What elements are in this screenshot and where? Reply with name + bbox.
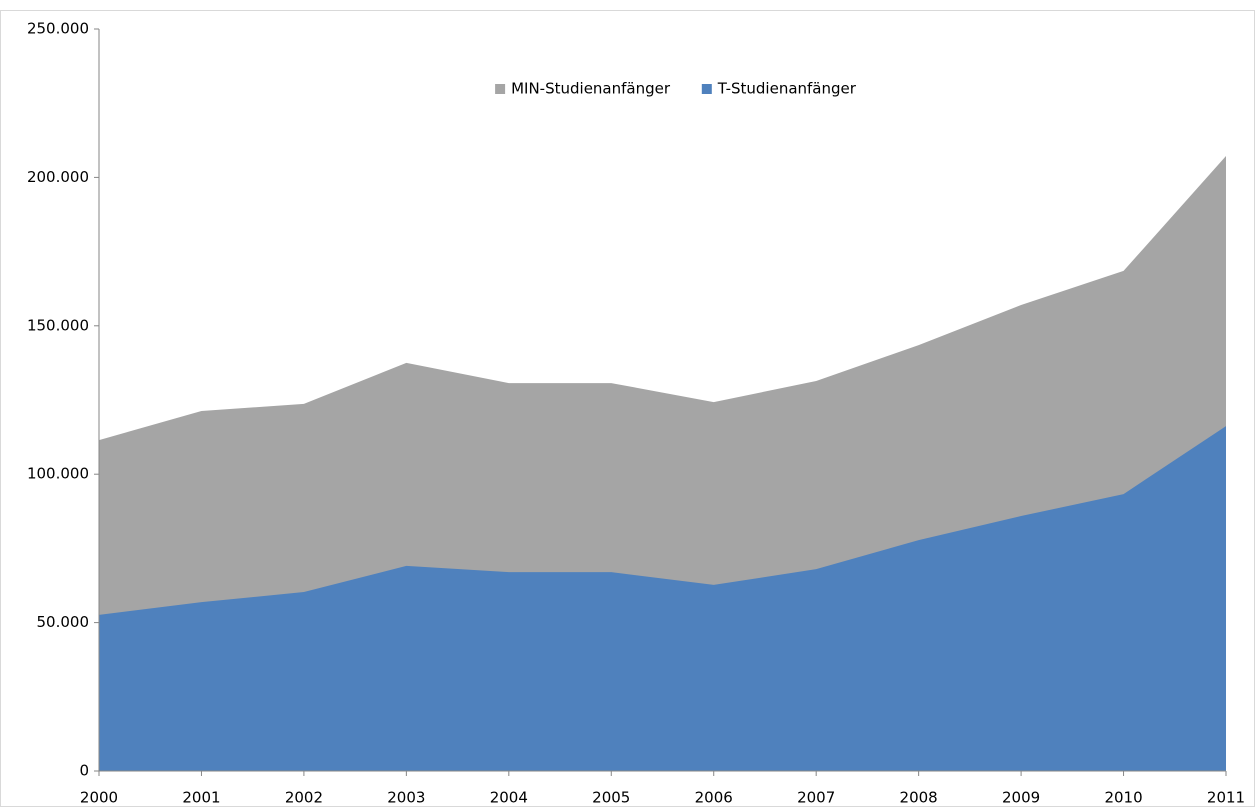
x-tick-label: 2002	[285, 789, 323, 807]
x-tick-label: 2003	[387, 789, 425, 807]
x-tick-label: 2001	[182, 789, 220, 807]
x-tick-label: 2008	[900, 789, 938, 807]
legend-label: MIN-Studienanfänger	[511, 80, 671, 98]
x-tick-label: 2004	[490, 789, 528, 807]
x-tick-label: 2000	[80, 789, 118, 807]
x-tick-label: 2011	[1207, 789, 1245, 807]
legend-swatch	[495, 84, 506, 94]
x-tick-label: 2006	[695, 789, 733, 807]
y-tick-label: 250.000	[27, 20, 89, 38]
x-tick-label: 2005	[592, 789, 630, 807]
area	[99, 426, 1226, 771]
x-tick-label: 2007	[797, 789, 835, 807]
x-tick-label: 2010	[1104, 789, 1142, 807]
chart-frame	[0, 10, 1255, 807]
y-tick-label: 200.000	[27, 168, 89, 186]
x-tick-label: 2009	[1002, 789, 1040, 807]
y-tick-label: 50.000	[37, 613, 90, 631]
legend-swatch	[701, 84, 712, 94]
y-tick-label: 100.000	[27, 465, 89, 483]
y-tick-label: 150.000	[27, 316, 89, 334]
y-tick-label: 0	[79, 762, 89, 780]
legend-label: T-Studienanfänger	[717, 80, 857, 98]
